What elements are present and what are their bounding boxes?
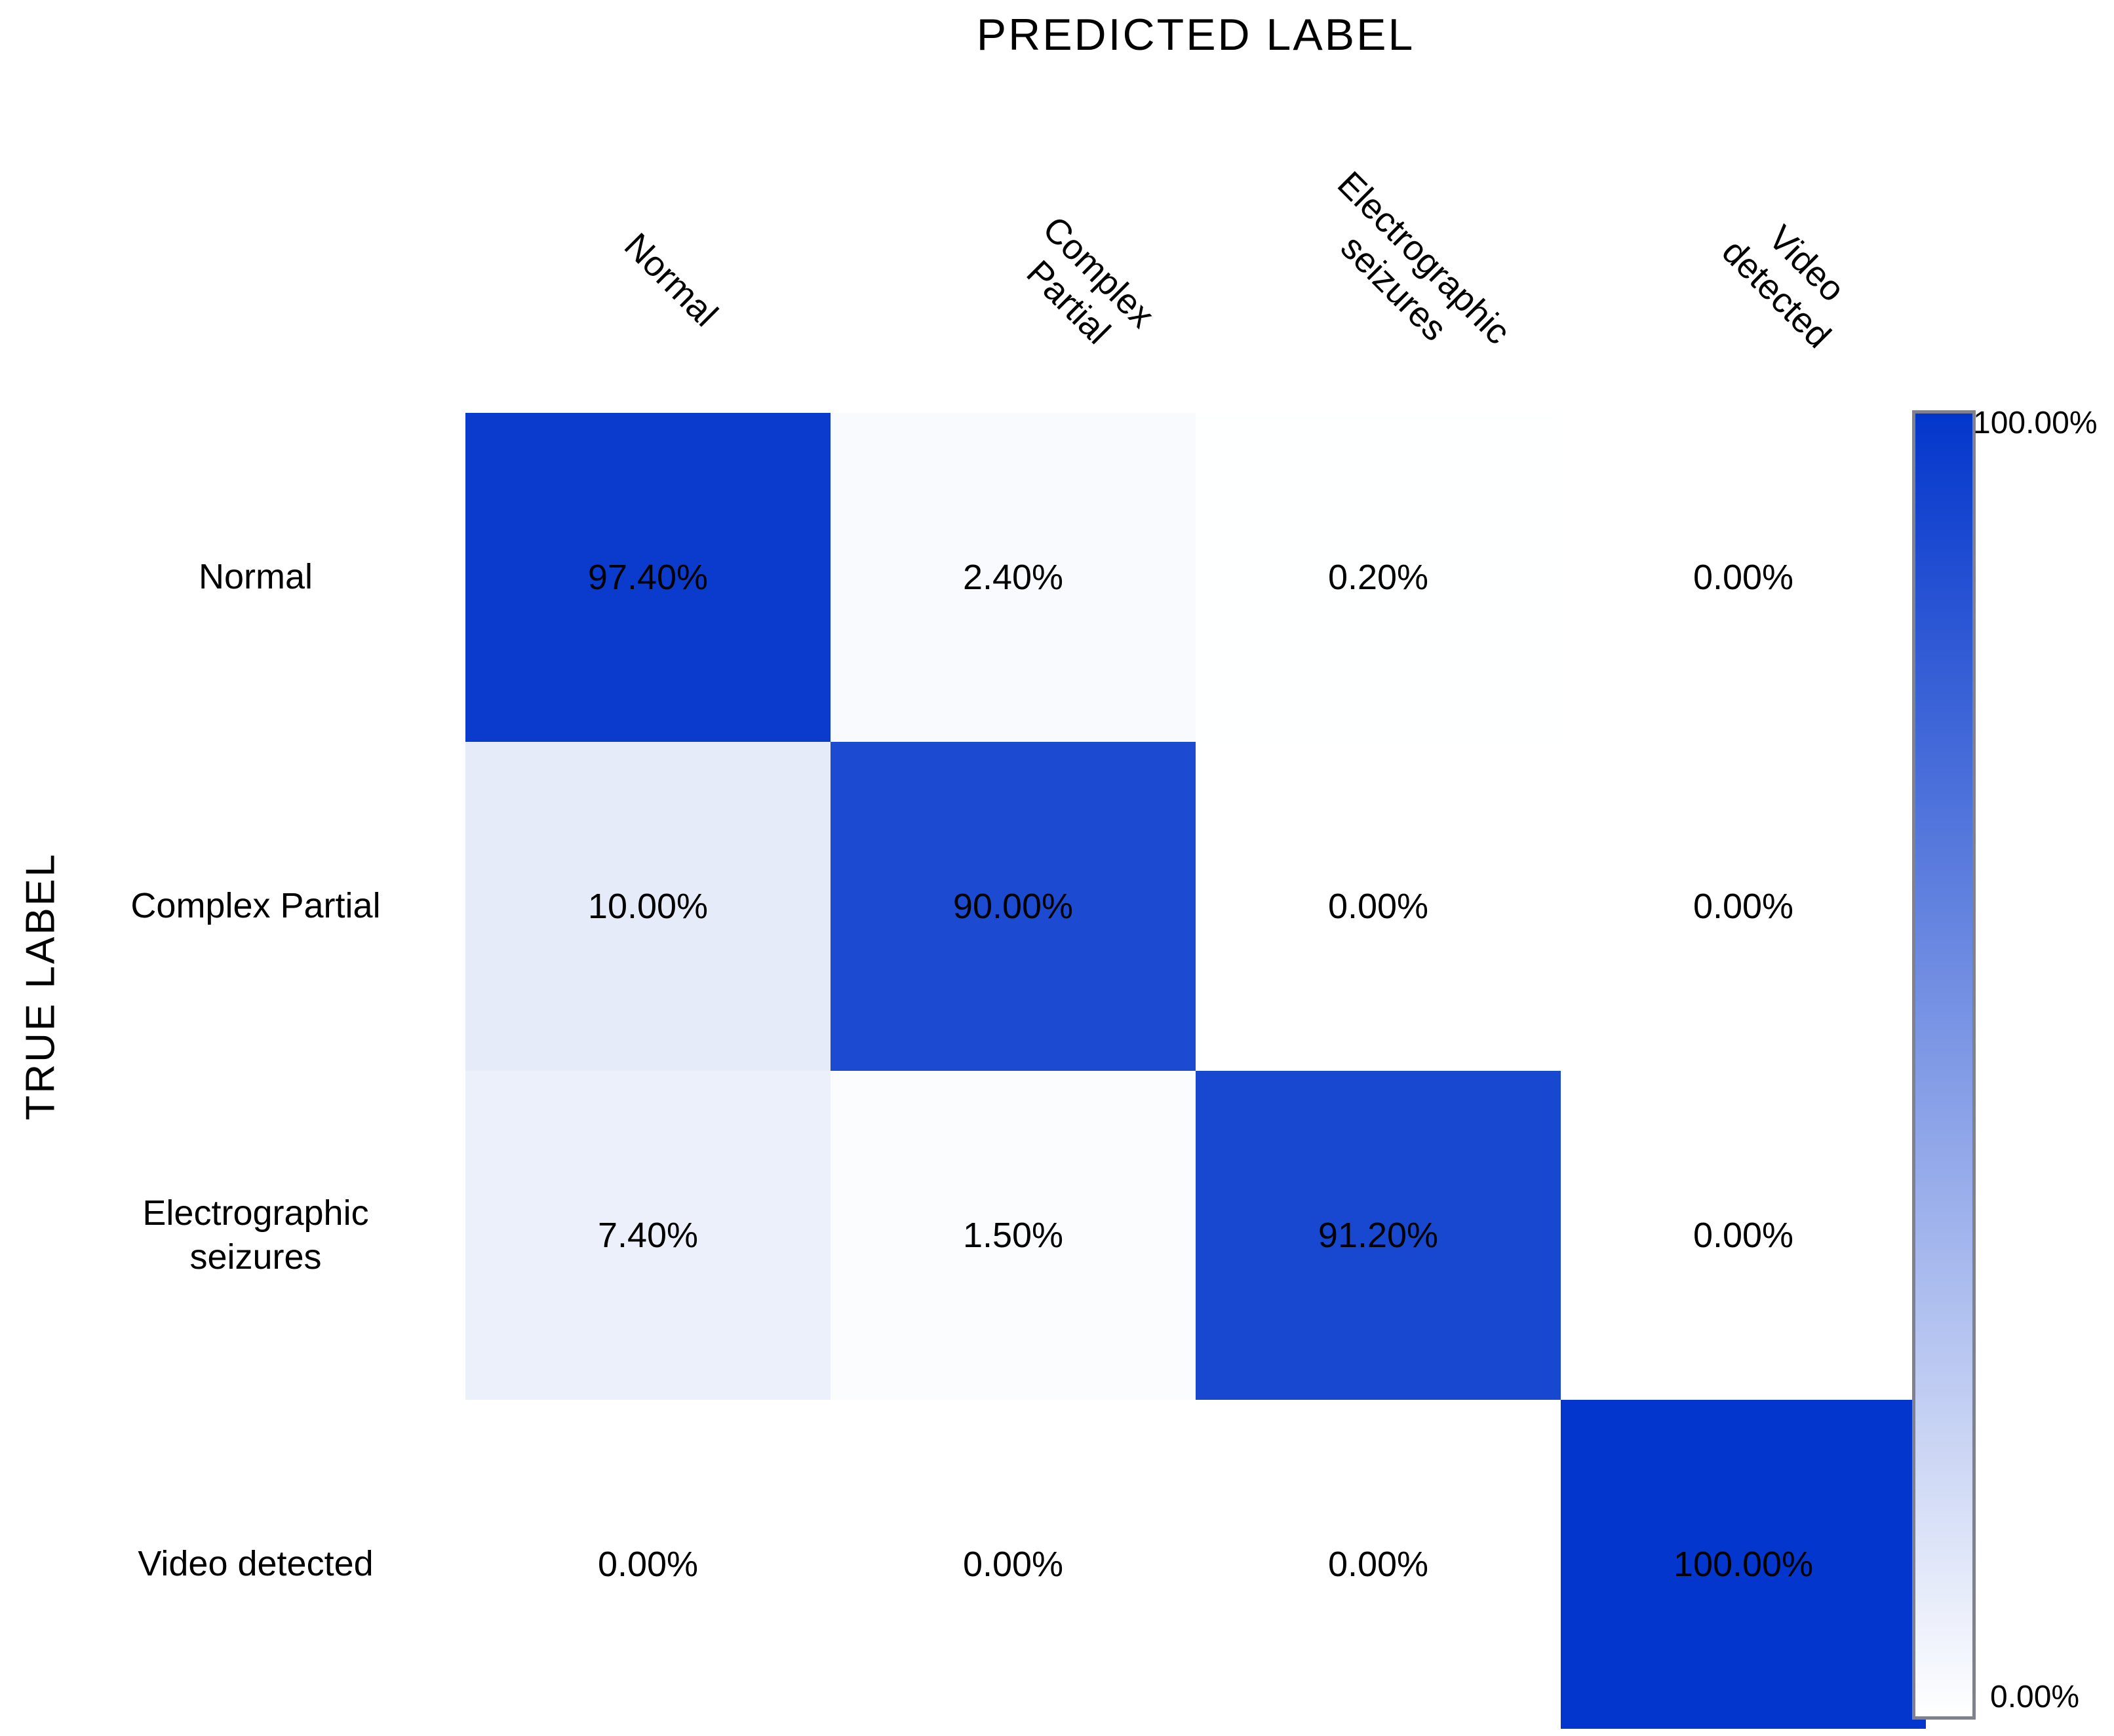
- colorbar-max-label: 100.00%: [1973, 406, 2098, 440]
- matrix-cell: 0.00%: [1196, 1400, 1561, 1729]
- colorbar: [1912, 410, 1976, 1720]
- matrix-cell: 1.50%: [831, 1071, 1196, 1400]
- matrix-cell: 0.00%: [1561, 1071, 1926, 1400]
- matrix-cell: 7.40%: [465, 1071, 831, 1400]
- column-header: Normal: [616, 225, 726, 335]
- matrix-cell: 97.40%: [465, 413, 831, 742]
- matrix-cell: 10.00%: [465, 742, 831, 1071]
- true-label-axis-title: TRUE LABEL: [18, 852, 64, 1121]
- column-header: Electrographic seizures: [1329, 164, 1518, 353]
- matrix-cell: 2.40%: [831, 413, 1196, 742]
- row-label: Complex Partial: [130, 886, 381, 926]
- row-label: Electrographic seizures: [142, 1193, 369, 1277]
- column-header: Complex Partial: [1019, 209, 1162, 352]
- matrix-cell: 100.00%: [1561, 1400, 1926, 1729]
- colorbar-min-label: 0.00%: [1990, 1680, 2080, 1714]
- matrix-cell: 0.00%: [1196, 742, 1561, 1071]
- matrix-cell: 91.20%: [1196, 1071, 1561, 1400]
- matrix-cell: 0.00%: [465, 1400, 831, 1729]
- predicted-label-axis-title: PREDICTED LABEL: [976, 10, 1415, 60]
- row-label: Video detected: [138, 1544, 374, 1584]
- matrix-cell: 90.00%: [831, 742, 1196, 1071]
- row-label: Normal: [198, 557, 313, 597]
- matrix-cell: 0.00%: [831, 1400, 1196, 1729]
- matrix-cell: 0.00%: [1561, 413, 1926, 742]
- matrix-cell: 0.20%: [1196, 413, 1561, 742]
- column-header: Video detected: [1714, 218, 1852, 357]
- matrix-cell: 0.00%: [1561, 742, 1926, 1071]
